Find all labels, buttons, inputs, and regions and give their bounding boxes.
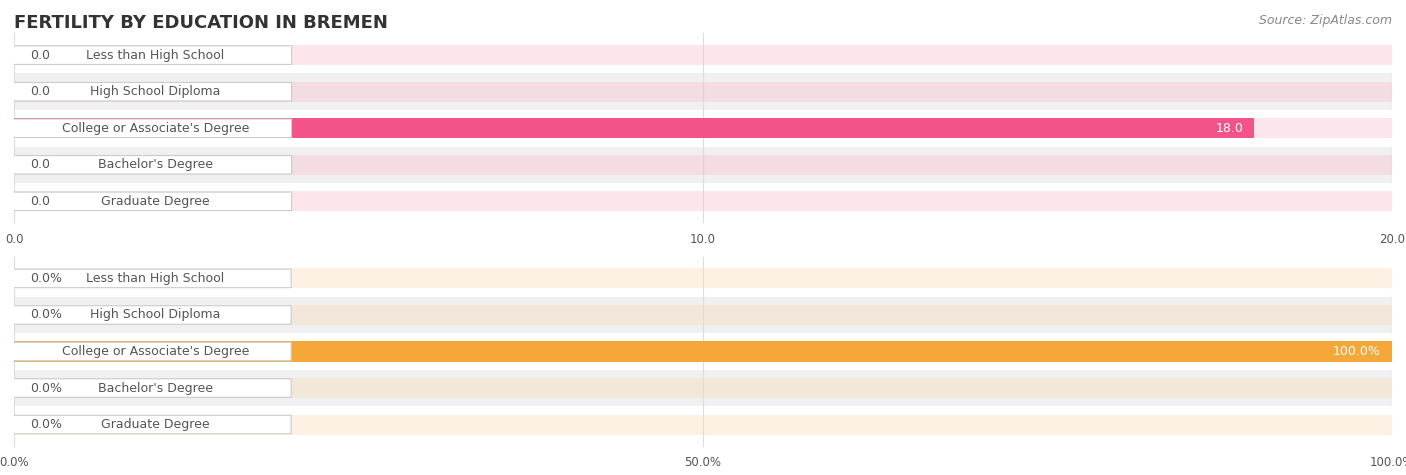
FancyBboxPatch shape [8,306,291,324]
Text: High School Diploma: High School Diploma [90,308,221,322]
Bar [14,342,1392,361]
Text: FERTILITY BY EDUCATION IN BREMEN: FERTILITY BY EDUCATION IN BREMEN [14,14,388,32]
FancyBboxPatch shape [8,342,291,361]
Bar [14,268,1392,288]
Bar [14,74,1392,110]
Text: 100.0%: 100.0% [1333,345,1381,358]
FancyBboxPatch shape [8,415,291,434]
Text: Less than High School: Less than High School [86,272,225,285]
Text: College or Associate's Degree: College or Associate's Degree [62,345,249,358]
Bar [14,118,1254,138]
FancyBboxPatch shape [8,83,291,101]
Bar [14,37,1392,74]
Text: Less than High School: Less than High School [86,48,225,62]
Bar [14,110,1392,146]
Bar [14,183,1392,219]
Text: Graduate Degree: Graduate Degree [101,195,209,208]
Text: High School Diploma: High School Diploma [90,85,221,98]
Bar [14,342,1392,361]
Text: 0.0: 0.0 [31,48,51,62]
Text: Graduate Degree: Graduate Degree [101,418,209,431]
Text: Bachelor's Degree: Bachelor's Degree [98,158,212,171]
Text: College or Associate's Degree: College or Associate's Degree [62,122,249,135]
FancyBboxPatch shape [8,155,291,174]
FancyBboxPatch shape [8,379,291,397]
Text: 0.0: 0.0 [31,158,51,171]
FancyBboxPatch shape [8,119,291,137]
Bar [14,370,1392,406]
Bar [14,191,1392,211]
Bar [14,260,1392,297]
Bar [14,118,1392,138]
Text: 0.0: 0.0 [31,85,51,98]
Bar [14,415,1392,435]
Text: 0.0%: 0.0% [31,308,63,322]
Text: 0.0%: 0.0% [31,418,63,431]
Bar [14,146,1392,183]
Bar [14,378,1392,398]
FancyBboxPatch shape [8,46,291,65]
Text: Bachelor's Degree: Bachelor's Degree [98,381,212,395]
Bar [14,297,1392,333]
Text: 18.0: 18.0 [1215,122,1243,135]
FancyBboxPatch shape [8,192,291,210]
Bar [14,45,1392,65]
Text: Source: ZipAtlas.com: Source: ZipAtlas.com [1258,14,1392,27]
Bar [14,82,1392,102]
Bar [14,305,1392,325]
Text: 0.0: 0.0 [31,195,51,208]
FancyBboxPatch shape [8,269,291,288]
Bar [14,155,1392,175]
Text: 0.0%: 0.0% [31,381,63,395]
Text: 0.0%: 0.0% [31,272,63,285]
Bar [14,333,1392,370]
Bar [14,406,1392,443]
